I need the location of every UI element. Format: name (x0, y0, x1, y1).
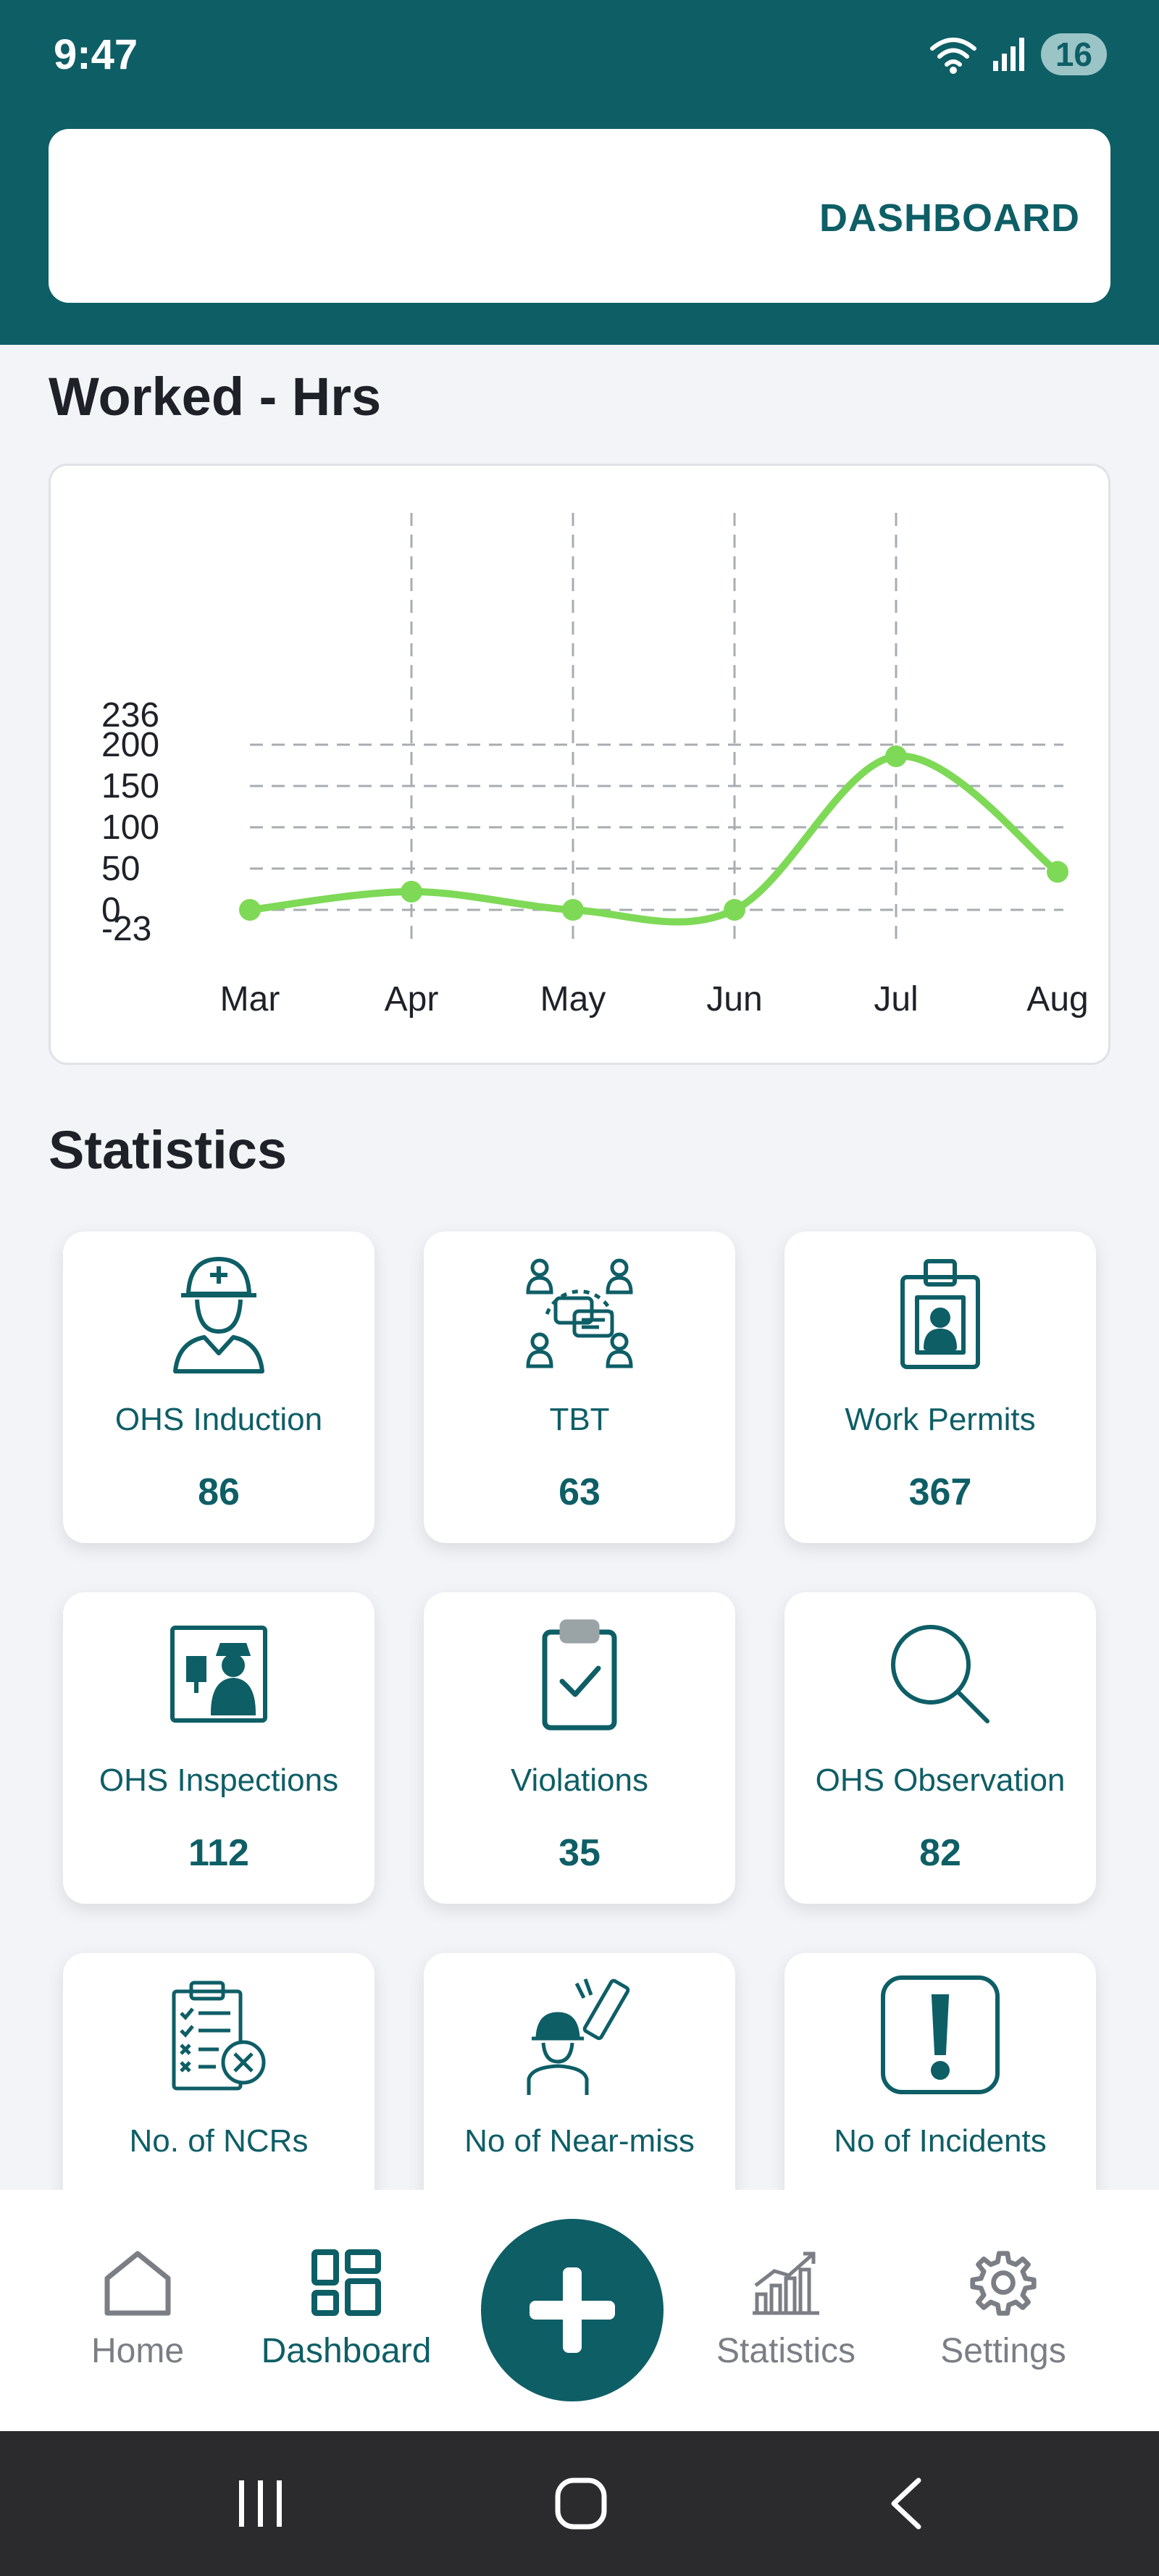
tile-label: No of Incidents (834, 2123, 1047, 2159)
add-button[interactable] (481, 2219, 664, 2401)
recent-apps-icon[interactable] (232, 2476, 290, 2531)
data-point (1047, 861, 1068, 883)
statistics-title: Statistics (49, 1120, 288, 1180)
x-tick-label: Aug (1026, 980, 1088, 1019)
data-point (885, 745, 907, 767)
system-nav-bar (0, 2431, 1159, 2576)
home-icon (104, 2251, 171, 2316)
tile-label: No. of NCRs (129, 2123, 309, 2159)
nav-settings[interactable]: Settings (909, 2248, 1097, 2371)
data-point (724, 899, 745, 921)
x-tick-label: May (540, 980, 606, 1019)
status-time: 9:47 (54, 31, 138, 78)
tile-value: 63 (558, 1471, 601, 1513)
tile-label: OHS Observation (815, 1762, 1066, 1798)
worked-hours-title: Worked - Hrs (49, 367, 382, 427)
x-tick-label: Jul (874, 980, 918, 1019)
tile-value: 367 (908, 1471, 972, 1513)
near-miss-icon (424, 1973, 735, 2096)
status-icons: 16 (928, 33, 1107, 75)
tile-violations[interactable]: Violations 35 (424, 1592, 735, 1904)
magnifier-icon (784, 1613, 1096, 1736)
x-tick-label: Mar (220, 980, 280, 1019)
nav-dashboard-label: Dashboard (261, 2332, 432, 2370)
y-tick-label: 0 (101, 891, 121, 929)
y-tick-label: 50 (101, 850, 140, 888)
status-bar: 9:47 16 (0, 0, 1159, 109)
app-header: 9:47 16 DASHBOARD (0, 0, 1159, 345)
tile-ohs-observation[interactable]: OHS Observation 82 (784, 1592, 1096, 1904)
tile-value: 35 (558, 1832, 601, 1874)
nav-dashboard[interactable]: Dashboard (252, 2248, 440, 2371)
tile-label: TBT (549, 1402, 610, 1437)
battery-indicator: 16 (1040, 33, 1107, 75)
team-meeting-icon (424, 1252, 735, 1375)
page-title-card: DASHBOARD (49, 129, 1110, 303)
tile-label: Violations (511, 1762, 648, 1798)
bar-chart-icon (753, 2251, 819, 2315)
nav-home-label: Home (91, 2332, 185, 2370)
tile-ohs-inspections[interactable]: OHS Inspections 112 (63, 1592, 375, 1904)
tile-label: OHS Inspections (99, 1762, 339, 1798)
x-tick-label: Apr (385, 980, 439, 1019)
series-line (246, 752, 1061, 926)
x-tick-label: Jun (706, 980, 762, 1019)
exclamation-icon (784, 1973, 1096, 2096)
page-title: DASHBOARD (819, 196, 1080, 240)
nav-statistics-label: Statistics (716, 2332, 856, 2370)
clipboard-check-icon (424, 1613, 735, 1736)
worker-helmet-icon (63, 1252, 375, 1375)
tile-work-permits[interactable]: Work Permits 367 (784, 1231, 1096, 1543)
tile-value: 82 (919, 1832, 961, 1874)
tile-label: OHS Induction (114, 1402, 323, 1437)
nav-home[interactable]: Home (43, 2248, 232, 2371)
dashboard-icon (311, 2249, 381, 2316)
worked-hours-chart: 236 200 150 100 50 0 -23 Mar Apr May Jun Jul Aug (49, 464, 1110, 1065)
tile-label: Work Permits (845, 1402, 1036, 1437)
nav-settings-label: Settings (940, 2332, 1066, 2370)
y-tick-label: 100 (101, 808, 159, 847)
tile-ohs-induction[interactable]: OHS Induction 86 (63, 1231, 375, 1543)
id-badge-icon (784, 1252, 1096, 1375)
tile-value: 112 (188, 1832, 249, 1874)
checklist-cross-icon (63, 1973, 375, 2096)
nav-statistics[interactable]: Statistics (692, 2248, 880, 2371)
signal-icon (992, 38, 1024, 71)
tile-label: No of Near-miss (464, 2123, 695, 2159)
y-tick-label: -23 (101, 910, 151, 948)
plus-icon (530, 2267, 615, 2353)
home-button-icon[interactable] (553, 2476, 608, 2531)
back-icon[interactable] (885, 2476, 929, 2531)
y-tick-label: 150 (101, 767, 159, 806)
data-point (239, 899, 261, 921)
y-tick-label: 236 (101, 696, 159, 735)
tile-tbt[interactable]: TBT 63 (424, 1231, 735, 1543)
tile-value: 86 (198, 1471, 240, 1513)
data-point (562, 899, 584, 921)
y-tick-label: 200 (101, 726, 159, 764)
gear-icon (970, 2251, 1037, 2316)
inspector-icon (63, 1613, 375, 1736)
data-point (401, 880, 422, 903)
wifi-icon (929, 38, 976, 74)
